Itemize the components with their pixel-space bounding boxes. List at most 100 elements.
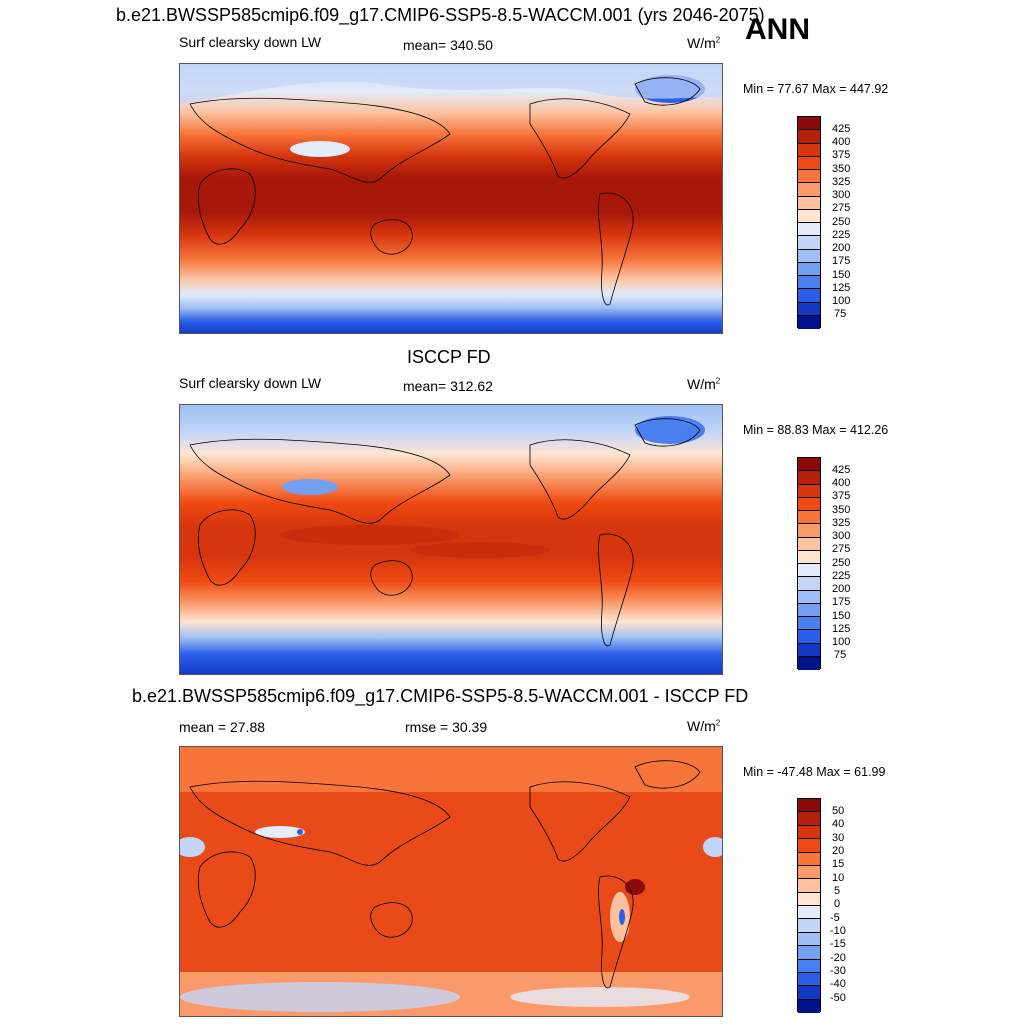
panel3-tick: -15	[830, 938, 846, 950]
panel1-swatch	[798, 170, 820, 184]
panel1-swatch	[798, 302, 820, 316]
panel1-tick: 400	[832, 136, 851, 148]
panel3-tick: 30	[832, 832, 845, 844]
panel3-north-band	[180, 747, 722, 792]
panel2-field-label: Surf clearsky down LW	[179, 375, 322, 391]
panel2-minmax: Min = 88.83 Max = 412.26	[743, 423, 889, 437]
panel2-swatch	[798, 656, 820, 670]
panel2-warm-pool	[280, 525, 460, 545]
panel1-units: W/m2	[687, 35, 721, 51]
panel3-swatch	[798, 852, 820, 866]
season-label: ANN	[745, 13, 810, 46]
panel3-tibet	[255, 826, 305, 838]
panel1-field-fill	[180, 64, 722, 333]
panel2-field-fill	[180, 405, 722, 674]
panel2-warm-band	[410, 542, 550, 558]
panel2-tick: 275	[832, 543, 851, 555]
panel1-swatch	[798, 130, 820, 144]
panel3-swatch	[798, 799, 820, 813]
panel3-swatch	[798, 986, 820, 1000]
panel1-swatch	[798, 262, 820, 276]
panel3-swatch	[798, 972, 820, 987]
panel1-tick: 75	[834, 308, 847, 320]
panel2-tibet-cold	[282, 479, 338, 495]
panel3-coastlines	[189, 760, 701, 989]
panel3-tick: -10	[830, 925, 846, 937]
panel2-swatch	[798, 630, 820, 644]
panel1-tick: 175	[832, 255, 851, 267]
panel2-tick: 100	[832, 636, 851, 648]
panel3-tick: 40	[832, 818, 845, 830]
panel2-tick: 325	[832, 517, 851, 529]
panel3-swatch	[798, 879, 820, 893]
panel2-greenland-cold	[635, 416, 705, 444]
panel1-swatch	[798, 209, 820, 223]
panel3-colorbar	[797, 798, 821, 1013]
panel3-tick: 5	[834, 885, 841, 897]
panel3-swatch	[798, 865, 820, 880]
panel3-tick: -5	[830, 912, 840, 924]
panel1-tick: 225	[832, 229, 851, 241]
panel3-amazon-max	[625, 879, 645, 895]
panel1-coastlines	[189, 77, 701, 306]
panel2-tick: 375	[832, 490, 851, 502]
panel3-swatch	[798, 919, 820, 933]
panel3-swatch	[798, 892, 820, 906]
panel2-swatch	[798, 643, 820, 657]
panel2-swatch	[798, 484, 820, 498]
panel1-swatch	[798, 236, 820, 250]
panel1-tick: 125	[832, 282, 851, 294]
panel1-tick: 325	[832, 176, 851, 188]
panel1-swatch	[798, 196, 820, 210]
panel1-tick: 200	[832, 242, 851, 254]
panel1-swatch	[798, 315, 820, 329]
panel2-map	[179, 404, 723, 675]
panel1-swatch	[798, 276, 820, 290]
panel1-minmax: Min = 77.67 Max = 447.92	[743, 82, 889, 96]
panel1-tick: 250	[832, 216, 851, 228]
panel3-edge-cool	[703, 837, 722, 857]
panel3-rmse-label: rmse = 30.39	[405, 719, 488, 735]
main-title: b.e21.BWSSP585cmip6.f09_g17.CMIP6-SSP5-8…	[116, 5, 765, 25]
panel2-tick: 75	[834, 649, 847, 661]
panel3-title: b.e21.BWSSP585cmip6.f09_g17.CMIP6-SSP5-8…	[132, 686, 749, 706]
panel3-minmax: Min = -47.48 Max = 61.99	[743, 765, 886, 779]
panel2-swatch	[798, 471, 820, 485]
panel2-tick: 300	[832, 530, 851, 542]
panel2-swatch	[798, 603, 820, 617]
panel3-tick: 50	[832, 805, 845, 817]
panel2-swatch	[798, 564, 820, 578]
panel2-tick: 400	[832, 477, 851, 489]
panel2-tick: 200	[832, 583, 851, 595]
panel2-tick: 425	[832, 464, 851, 476]
panel2-tick: 225	[832, 570, 851, 582]
panel1-tick: 350	[832, 163, 851, 175]
panel1-colorbar	[797, 116, 821, 329]
panel3-tick: 20	[832, 845, 845, 857]
panel2-swatch	[798, 577, 820, 591]
panel2-tick: 150	[832, 610, 851, 622]
panel2-swatch	[798, 524, 820, 538]
panel2-mean-label: mean= 312.62	[403, 378, 493, 394]
panel1-tick: 100	[832, 295, 851, 307]
panel3-tick: 0	[834, 898, 841, 910]
panel3-swatch	[798, 932, 820, 947]
panel1-map-svg	[180, 64, 722, 333]
panel2-map-svg	[180, 405, 722, 674]
panel1-tick: 150	[832, 269, 851, 281]
panel1-swatch	[798, 156, 820, 170]
panel3-tick: 10	[832, 872, 845, 884]
panel3-swatch	[798, 825, 820, 840]
panel2-swatch	[798, 590, 820, 604]
panel2-units: W/m2	[687, 376, 721, 392]
panel2-tick: 350	[832, 504, 851, 516]
panel3-tick: -40	[830, 978, 846, 990]
panel2-swatch	[798, 617, 820, 631]
panel2-swatch	[798, 537, 820, 551]
panel1-map	[179, 63, 723, 334]
panel3-tick: -50	[830, 992, 846, 1004]
panel1-swatch	[798, 289, 820, 303]
panel1-arctic-band	[180, 64, 722, 104]
panel1-swatch	[798, 117, 820, 131]
panel2-swatch	[798, 550, 820, 564]
